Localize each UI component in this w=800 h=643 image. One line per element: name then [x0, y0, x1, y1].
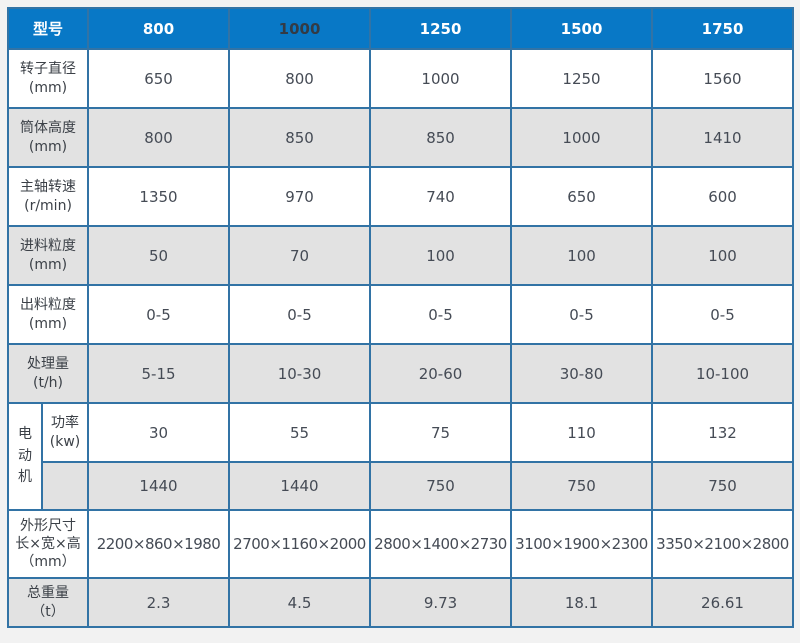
model-header-800: 800 [87, 7, 231, 50]
value-cell: 600 [651, 166, 795, 227]
value-cell: 132 [651, 402, 795, 463]
table-row-motor-speed: 1440 1440 750 750 750 [8, 461, 795, 511]
value-cell: 9.73 [369, 577, 513, 628]
value-cell: 30-80 [510, 343, 654, 404]
table-row-total-weight: 总重量 （t） 2.3 4.5 9.73 18.1 26.61 [6, 577, 795, 628]
header-row: 型号 800 1000 1250 1500 1750 [6, 7, 795, 50]
row-label-dimensions: 外形尺寸 长×宽×高 （mm） [6, 509, 90, 579]
value-cell: 0-5 [510, 284, 654, 345]
value-cell: 0-5 [369, 284, 513, 345]
value-cell: 800 [87, 107, 231, 168]
value-cell: 0-5 [651, 284, 795, 345]
value-cell: 55 [228, 402, 372, 463]
value-cell: 2700×1160×2000 [228, 509, 372, 579]
table-row-discharge-size: 出料粒度 (mm) 0-5 0-5 0-5 0-5 0-5 [6, 284, 795, 345]
value-cell: 0-5 [87, 284, 231, 345]
row-label-motor-speed [40, 461, 90, 511]
model-header-1000: 1000 [228, 7, 372, 50]
value-cell: 1000 [510, 107, 654, 168]
value-cell: 50 [87, 225, 231, 286]
row-label-motor-group: 电 动 机 [7, 402, 43, 511]
model-header-label: 型号 [6, 7, 90, 50]
value-cell: 650 [510, 166, 654, 227]
value-cell: 750 [369, 461, 513, 511]
value-cell: 18.1 [510, 577, 654, 628]
value-cell: 850 [228, 107, 372, 168]
value-cell: 1250 [510, 48, 654, 109]
value-cell: 70 [228, 225, 372, 286]
row-label-rotor-diameter: 转子直径 (mm) [6, 48, 90, 109]
value-cell: 100 [510, 225, 654, 286]
value-cell: 10-30 [228, 343, 372, 404]
value-cell: 1440 [228, 461, 372, 511]
value-cell: 100 [651, 225, 795, 286]
table-row-capacity: 处理量 (t/h) 5-15 10-30 20-60 30-80 10-100 [6, 343, 795, 404]
value-cell: 3100×1900×2300 [510, 509, 654, 579]
model-header-1750: 1750 [651, 7, 795, 50]
value-cell: 1560 [651, 48, 795, 109]
value-cell: 750 [510, 461, 654, 511]
table-row-spindle-speed: 主轴转速 (r/min) 1350 970 740 650 600 [6, 166, 795, 227]
row-label-capacity: 处理量 (t/h) [6, 343, 90, 404]
value-cell: 3350×2100×2800 [651, 509, 795, 579]
row-label-feed-size: 进料粒度 (mm) [6, 225, 90, 286]
value-cell: 26.61 [651, 577, 795, 628]
value-cell: 1440 [87, 461, 231, 511]
value-cell: 2.3 [87, 577, 231, 628]
table-row-rotor-diameter: 转子直径 (mm) 650 800 1000 1250 1560 [6, 48, 795, 109]
spec-table: 型号 800 1000 1250 1500 1750 转子直径 (mm) 650… [6, 7, 795, 628]
value-cell: 750 [651, 461, 795, 511]
table-row-dimensions: 外形尺寸 长×宽×高 （mm） 2200×860×1980 2700×1160×… [6, 509, 795, 579]
table-row-motor-power: 电 动 机 功率 (kw) 30 55 75 110 132 [7, 402, 795, 511]
value-cell: 970 [228, 166, 372, 227]
value-cell: 850 [369, 107, 513, 168]
table-row-feed-size: 进料粒度 (mm) 50 70 100 100 100 [6, 225, 795, 286]
value-cell: 740 [369, 166, 513, 227]
value-cell: 1350 [87, 166, 231, 227]
value-cell: 800 [228, 48, 372, 109]
value-cell: 20-60 [369, 343, 513, 404]
row-label-body-height: 筒体高度 (mm) [6, 107, 90, 168]
value-cell: 650 [87, 48, 231, 109]
value-cell: 75 [369, 402, 513, 463]
page: 型号 800 1000 1250 1500 1750 转子直径 (mm) 650… [6, 7, 795, 628]
value-cell: 4.5 [228, 577, 372, 628]
value-cell: 0-5 [228, 284, 372, 345]
value-cell: 2800×1400×2730 [369, 509, 513, 579]
value-cell: 1000 [369, 48, 513, 109]
value-cell: 1410 [651, 107, 795, 168]
value-cell: 100 [369, 225, 513, 286]
model-header-1250: 1250 [369, 7, 513, 50]
value-cell: 10-100 [651, 343, 795, 404]
row-label-motor-power: 功率 (kw) [40, 402, 90, 463]
row-label-spindle-speed: 主轴转速 (r/min) [6, 166, 90, 227]
table-row-body-height: 筒体高度 (mm) 800 850 850 1000 1410 [6, 107, 795, 168]
row-label-total-weight: 总重量 （t） [6, 577, 90, 628]
value-cell: 2200×860×1980 [87, 509, 231, 579]
model-header-1500: 1500 [510, 7, 654, 50]
value-cell: 5-15 [87, 343, 231, 404]
value-cell: 110 [510, 402, 654, 463]
value-cell: 30 [87, 402, 231, 463]
row-label-discharge-size: 出料粒度 (mm) [6, 284, 90, 345]
